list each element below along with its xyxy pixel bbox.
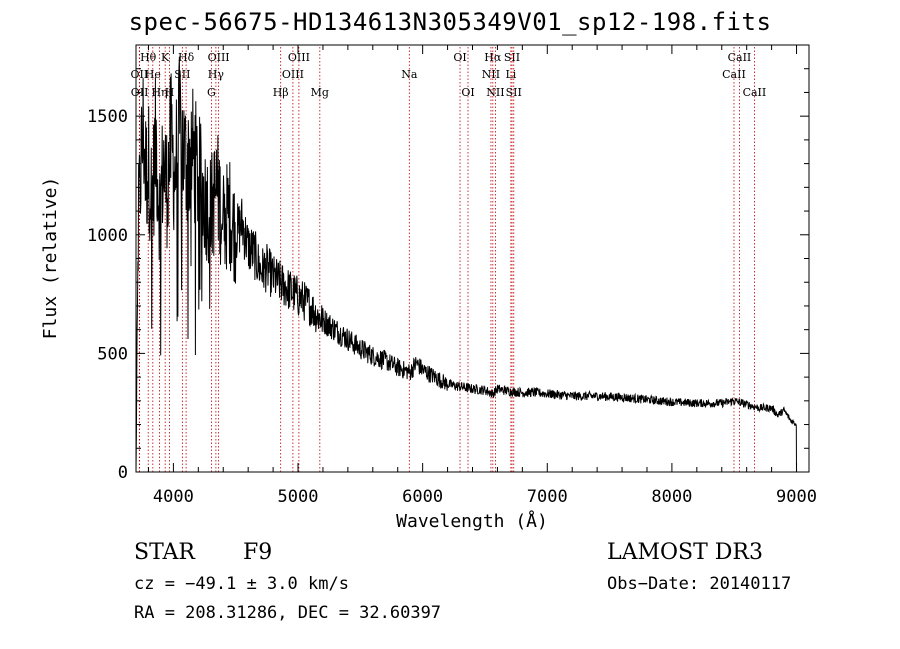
object-class: STAR [134, 540, 195, 565]
x-tick-label: 7000 [527, 487, 568, 507]
spectral-line-label: Mg [311, 86, 329, 99]
x-tick-label: 8000 [651, 487, 692, 507]
observation-date: Obs−Date: 20140117 [607, 574, 792, 594]
spectral-line-label: SII [504, 51, 520, 64]
spectral-line-label: K [161, 51, 170, 64]
y-tick-label: 1500 [87, 107, 128, 127]
x-tick-label: 6000 [402, 487, 443, 507]
spectral-line-label: H [165, 86, 175, 99]
spectral-line-label: OIII [282, 68, 304, 81]
spectral-line-label: Hα [484, 51, 502, 64]
x-tick-label: 5000 [278, 487, 319, 507]
spectral-line-label: Hγ [208, 68, 225, 81]
spectral-line-label: He [145, 68, 161, 81]
spectral-line-label: CaII [722, 68, 746, 81]
y-axis-label: Flux (relative) [40, 177, 61, 340]
spectral-line-label: NII [486, 86, 504, 99]
y-tick-label: 0 [118, 463, 128, 483]
redshift-cz: cz = −49.1 ± 3.0 km/s [134, 574, 349, 594]
spectral-subclass: F9 [243, 540, 273, 565]
survey-name: LAMOST DR3 [607, 540, 763, 565]
spectral-line-label: CaII [728, 51, 752, 64]
plot-frame [135, 44, 810, 473]
spectral-line-label: Li [505, 68, 516, 81]
y-tick-label: 1000 [87, 226, 128, 246]
spectral-line-label: Na [401, 68, 418, 81]
spectral-line-label: OI [453, 51, 466, 64]
spectral-line-label: Hδ [178, 51, 195, 64]
spectral-line-label: CaII [743, 86, 767, 99]
spectral-line-label: OIII [208, 51, 230, 64]
x-tick-label: 9000 [776, 487, 817, 507]
spectral-line-label: SII [506, 86, 522, 99]
spectral-line-label: Hθ [140, 51, 157, 64]
spectrum-flux-line [135, 56, 797, 473]
spectral-line-label: OI [461, 86, 474, 99]
spectral-line-label: SII [174, 68, 190, 81]
spectral-line-label: Hβ [273, 86, 289, 99]
spectral-line-label: OII [131, 68, 149, 81]
spectrum-layer [135, 56, 797, 473]
axes-layer: 4000 5000 6000 7000 8000 9000 0 500 1000 1500 [87, 45, 817, 507]
x-tick-label: 4000 [153, 487, 194, 507]
y-tick-label: 500 [97, 344, 128, 364]
spectral-line-label: G [207, 86, 216, 99]
spectral-line-label: OIII [288, 51, 310, 64]
x-axis-label: Wavelength (Å) [396, 510, 548, 532]
chart-title: spec-56675-HD134613N305349V01_sp12-198.f… [128, 8, 772, 36]
spectral-line-label: NII [482, 68, 500, 81]
ra-dec-coordinates: RA = 208.31286, DEC = 32.60397 [134, 603, 442, 623]
